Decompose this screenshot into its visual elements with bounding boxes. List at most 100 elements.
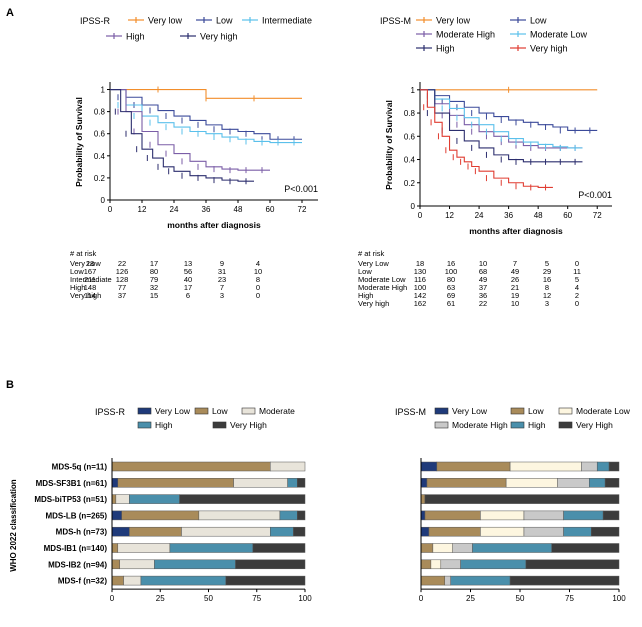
bar-segment-high: [140, 575, 227, 586]
risk-row-label: Very high: [70, 291, 101, 300]
risk-value: 148: [84, 283, 97, 292]
x-tick-label: 72: [593, 211, 602, 220]
bar-segment-low: [420, 575, 446, 586]
y-tick-label: 0.4: [94, 152, 106, 161]
risk-value: 26: [511, 275, 519, 284]
legend-title: IPSS-R: [95, 407, 126, 417]
x-tick-label: 50: [204, 594, 213, 603]
km-curve-moderate-low: [420, 89, 583, 149]
risk-value: 114: [84, 291, 96, 300]
p-value: P<0.001: [578, 190, 612, 200]
y-axis-title: Probability of Survival: [74, 97, 84, 187]
y-tick-label: 0.8: [94, 108, 106, 117]
risk-value: 9: [220, 259, 224, 268]
x-tick-label: 12: [138, 205, 147, 214]
risk-value: 31: [218, 267, 226, 276]
risk-value: 23: [218, 275, 226, 284]
x-tick-label: 75: [252, 594, 261, 603]
x-tick-label: 0: [108, 205, 113, 214]
risk-row-label: High: [70, 283, 85, 292]
bar-segment-very-high: [424, 494, 620, 504]
risk-value: 7: [220, 283, 224, 292]
bar-segment-moderate-high: [523, 510, 564, 521]
legend-label-high: High: [126, 32, 145, 42]
legend-swatch-moderate-low: [558, 407, 573, 415]
y-tick-label: 0.4: [404, 156, 416, 165]
x-axis-title: months after diagnosis: [469, 226, 563, 236]
bar-segment-moderate: [117, 543, 171, 553]
bar-segment-very-low: [420, 526, 430, 537]
legend-title: IPSS-R: [80, 16, 111, 26]
category-label: MDS-LB (n=265): [45, 511, 107, 520]
y-tick-label: 0.2: [94, 174, 106, 183]
legend-label-very-high: Very high: [200, 32, 238, 42]
risk-row-label: Low: [358, 267, 372, 276]
bar-segment-very-high: [509, 575, 620, 586]
risk-value: 22: [479, 299, 487, 308]
risk-value: 80: [150, 267, 158, 276]
x-tick-label: 36: [504, 211, 513, 220]
y-tick-label: 1: [101, 86, 106, 95]
bar-segment-moderate-high: [452, 543, 473, 553]
x-tick-label: 24: [170, 205, 179, 214]
legend-swatch-very-low: [137, 407, 152, 415]
km-curve-high: [420, 89, 583, 163]
bar-segment-very-high: [604, 478, 620, 488]
bar-segment-very-high: [297, 478, 306, 488]
category-label: MDS-h (n=73): [56, 528, 108, 537]
bar-segment-very-high: [179, 494, 306, 504]
legend-swatch-moderate: [241, 407, 256, 415]
legend-swatch-very-high: [212, 421, 227, 429]
legend-swatch-high: [510, 421, 525, 429]
km-curve-low: [420, 89, 598, 132]
legend-label-very-high: Very High: [230, 420, 267, 430]
y-tick-label: 0.6: [94, 130, 106, 139]
y-tick-label: 0.8: [404, 109, 416, 118]
risk-value: 7: [513, 259, 517, 268]
stacked-bar-chart-ipss-m: IPSS-M Very Low Low Moderate Low Moderate Hi…: [395, 406, 631, 603]
risk-row-label: Very high: [358, 299, 389, 308]
risk-value: 12: [543, 291, 551, 300]
risk-value: 3: [220, 291, 224, 300]
bar-segment-high: [450, 575, 511, 586]
risk-value: 29: [543, 267, 551, 276]
risk-value: 162: [414, 299, 427, 308]
risk-value: 0: [575, 259, 579, 268]
category-label: MDS-biTP53 (n=51): [34, 495, 107, 504]
bar-segment-very-low: [420, 461, 438, 472]
bar-segment-moderate-low: [509, 461, 582, 472]
risk-value: 36: [479, 291, 487, 300]
risk-value: 77: [118, 283, 126, 292]
risk-value: 3: [545, 299, 549, 308]
x-tick-label: 48: [234, 205, 243, 214]
legend-label-high: High: [528, 420, 546, 430]
km-curve-low: [110, 88, 302, 140]
bar-segment-low: [111, 494, 117, 504]
risk-value: 15: [150, 291, 158, 300]
risk-value: 37: [479, 283, 487, 292]
risk-value: 19: [511, 291, 519, 300]
bar-segment-high: [589, 478, 606, 488]
bar-segment-very-high: [235, 559, 306, 570]
bar-segment-moderate-high: [523, 526, 564, 537]
bar-segment-moderate: [198, 510, 281, 521]
risk-value: 16: [447, 259, 455, 268]
legend-label-moderate: Moderate: [259, 406, 295, 416]
risk-row-label: Moderate High: [358, 283, 407, 292]
bar-segment-moderate-low: [430, 559, 442, 570]
risk-value: 22: [118, 259, 126, 268]
bar-segment-high: [169, 543, 254, 553]
km-curve-very-high: [420, 89, 553, 188]
bar-segment-moderate: [181, 526, 271, 537]
legend-swatch-high: [137, 421, 152, 429]
risk-value: 128: [116, 275, 129, 284]
y-tick-label: 1: [411, 86, 416, 95]
bar-segment-high: [270, 526, 294, 537]
risk-value: 167: [84, 267, 97, 276]
risk-value: 100: [445, 267, 458, 276]
bar-segment-very-high: [297, 510, 306, 521]
bar-segment-high: [279, 510, 298, 521]
x-tick-label: 100: [612, 594, 626, 603]
